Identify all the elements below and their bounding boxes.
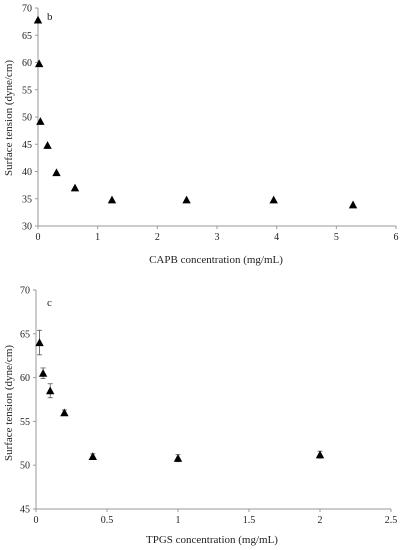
x-tick-label: 5 bbox=[334, 232, 339, 243]
data-point bbox=[52, 168, 61, 177]
x-tick-label: 2 bbox=[155, 232, 160, 243]
chart-panel-b: b Surface tension (dyne/cm) CAPB concent… bbox=[3, 4, 399, 267]
chart-panel-c: c Surface tension (dyne/cm) TPGS concent… bbox=[3, 286, 397, 547]
x-tick-label: 2.5 bbox=[385, 515, 398, 526]
x-tick-label: 1.5 bbox=[243, 515, 256, 526]
data-point bbox=[315, 450, 325, 459]
data-point bbox=[35, 338, 44, 347]
x-tick-label: 6 bbox=[394, 232, 399, 243]
y-axis-title-b: Surface tension (dyne/cm) bbox=[3, 60, 15, 176]
data-point bbox=[43, 141, 52, 149]
data-point bbox=[34, 59, 44, 68]
data-point bbox=[36, 117, 45, 125]
x-tick-label: 3 bbox=[215, 232, 220, 243]
y-tick-label: 55 bbox=[22, 85, 32, 96]
y-axis-title-c: Surface tension (dyne/cm) bbox=[3, 345, 15, 461]
y-tick-label: 35 bbox=[22, 194, 32, 205]
data-point bbox=[70, 183, 80, 192]
x-tick-label: 1 bbox=[176, 515, 181, 526]
x-axis-title-c: TPGS concentration (mg/mL) bbox=[146, 534, 278, 546]
x-axis-title-b: CAPB concentration (mg/mL) bbox=[149, 254, 283, 266]
data-point bbox=[46, 386, 55, 395]
y-tick-label: 50 bbox=[20, 461, 30, 472]
x-tick-label: 0 bbox=[36, 232, 41, 243]
y-tick-label: 40 bbox=[22, 167, 32, 178]
y-tick-label: 60 bbox=[22, 58, 32, 69]
x-tick-label: 0.5 bbox=[101, 515, 114, 526]
y-tick-label: 65 bbox=[22, 31, 32, 42]
y-tick-label: 70 bbox=[22, 4, 32, 15]
x-tick-label: 0 bbox=[34, 515, 39, 526]
data-point bbox=[88, 452, 97, 461]
y-tick-label: 45 bbox=[22, 140, 32, 151]
y-tick-label: 30 bbox=[22, 222, 32, 233]
panel-label-c: c bbox=[47, 297, 52, 309]
data-point bbox=[60, 408, 69, 417]
x-tick-label: 4 bbox=[274, 232, 279, 243]
y-tick-label: 60 bbox=[20, 373, 30, 384]
y-tick-label: 50 bbox=[22, 113, 32, 124]
x-tick-label: 1 bbox=[95, 232, 100, 243]
y-tick-label: 55 bbox=[20, 417, 30, 428]
y-tick-label: 65 bbox=[20, 329, 30, 340]
x-tick-label: 2 bbox=[318, 515, 323, 526]
data-point bbox=[33, 15, 43, 24]
data-point bbox=[182, 195, 191, 204]
data-point bbox=[269, 195, 278, 204]
y-tick-label: 45 bbox=[20, 505, 30, 516]
data-point bbox=[107, 195, 117, 204]
y-tick-label: 70 bbox=[20, 286, 30, 297]
data-point bbox=[173, 453, 183, 462]
data-point bbox=[38, 369, 48, 377]
data-point bbox=[348, 200, 358, 209]
panel-label-b: b bbox=[47, 11, 53, 23]
